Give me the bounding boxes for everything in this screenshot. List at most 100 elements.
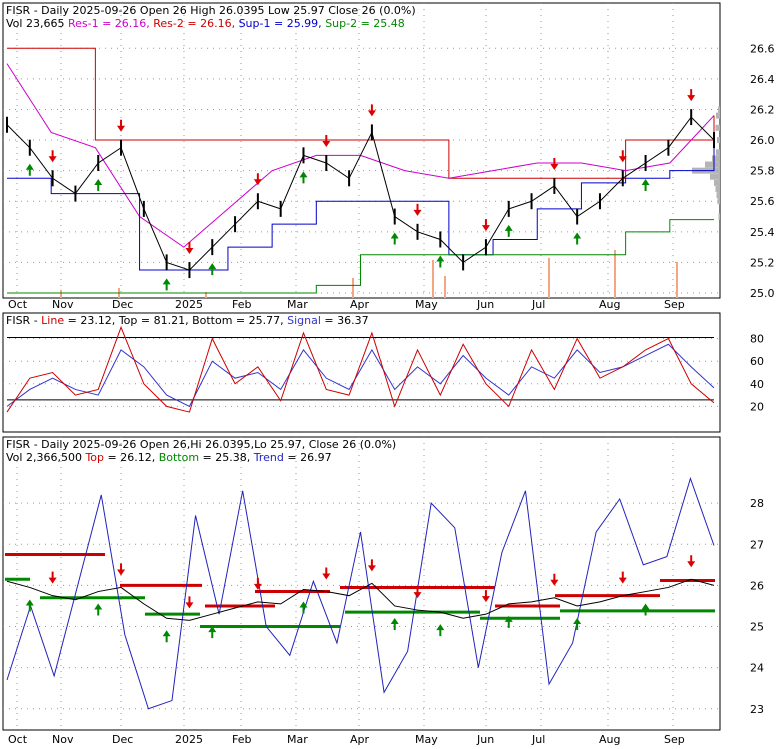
volume-bar [614,250,616,298]
price-panel-frame [2,2,721,299]
trend-header-segment: Top [84,451,104,464]
trend-header-segment: FISR - Daily 2025-09-26 Open 26,Hi 26.03… [6,438,396,451]
price-x-tick: Oct [8,298,28,311]
volume-profile-bar [717,137,720,144]
stoch-y-tick: 20 [750,400,764,413]
price-header-segment: FISR - Daily 2025-09-26 Open 26 High 26.… [6,4,416,17]
sell-arrow [322,135,331,147]
trend-x-tick: May [415,733,438,745]
trend-header-segment: = 25.38, [199,451,254,464]
trend-panel-frame [2,436,721,731]
trend-sell-arrow [48,571,57,584]
stoch-signal-line [6,343,715,408]
price-x-tick: Apr [350,298,370,311]
volume-bar [60,290,62,298]
trend-header-segment: Vol 2,366,500 [6,451,85,464]
trend-y-tick: 25 [750,621,764,634]
price-header-segment: Res-1 = 26.16, [68,17,153,30]
trend-header-segment: Bottom [159,451,199,464]
volume-profile-bar [718,106,720,113]
sell-arrow [618,150,627,163]
trend-x-tick: Jun [476,733,494,745]
trend-buy-arrow [390,617,399,630]
trend-x-tick: Dec [112,733,133,745]
close-price-line [6,116,715,271]
price-y-tick: 26.6 [750,42,775,55]
volume-bar [676,262,678,298]
trend-sell-arrow [322,567,331,580]
trend-buy-arrow [25,599,34,612]
volume-profile-bar [718,213,720,220]
trend-x-tick: Jul [531,733,545,745]
trend-y-tick: 26 [750,579,764,592]
trend-buy-arrow [504,615,513,628]
stoch-header-segment: = 25.77, [232,314,287,327]
volume-profile-bar [716,112,720,119]
trend-x-tick: Nov [52,733,74,745]
trend-x-tick: 2025 [175,733,203,745]
price-x-tick: Sep [664,298,685,311]
trend-header-line-2: Vol 2,366,500 Top = 26.12, Bottom = 25.3… [6,451,332,464]
price-header-line-1: FISR - Daily 2025-09-26 Open 26 High 26.… [6,4,416,17]
trend-header-line-1: FISR - Daily 2025-09-26 Open 26,Hi 26.03… [6,438,396,451]
sell-arrow [413,203,422,216]
price-y-tick: 25.4 [750,226,775,239]
trend-buy-arrow [94,603,103,616]
trend-sell-arrow [253,577,262,590]
trend-buy-arrow [299,601,308,614]
volume-profile-bar [715,186,720,192]
trend-y-tick: 27 [750,538,764,551]
price-y-tick: 25.0 [750,287,775,300]
stoch-header-segment: = 81.21, [137,314,192,327]
stoch-header-segment: FISR - [6,314,41,327]
price-x-tick: Aug [599,298,620,311]
price-x-tick: Jun [476,298,494,311]
volume-profile-bar [717,198,720,205]
volume-bar [432,260,434,298]
stoch-header-segment: Signal [287,314,321,327]
sell-arrow [185,242,194,255]
trend-buy-arrow [162,630,171,643]
buy-arrow [94,179,103,191]
price-header-segment: Sup-2 = 25.48 [325,17,405,30]
sell-arrow [550,157,559,170]
buy-arrow [162,278,171,291]
volume-bar [548,258,550,298]
trend-x-tick: Apr [350,733,370,745]
sell-arrow [481,219,490,232]
price-x-tick: Mar [287,298,308,311]
trend-sell-arrow [413,586,422,599]
buy-arrow [390,232,399,245]
price-x-tick: 2025 [175,298,203,311]
stoch-header-segment: Top [118,314,138,327]
stoch-y-tick: 80 [750,333,764,346]
volume-profile-bar [705,161,720,168]
price-header-line-2: Vol 23,665 Res-1 = 26.16, Res-2 = 26.16,… [6,17,405,30]
trend-buy-arrow [573,617,582,630]
trend-buy-arrow [208,626,217,639]
price-x-tick: Nov [52,298,74,311]
trend-x-tick: Oct [8,733,28,745]
res2-line [7,47,715,179]
price-x-tick: Feb [232,298,251,311]
buy-arrow [25,163,34,176]
volume-profile-bar [712,155,720,162]
trend-sell-arrow [687,555,696,568]
buy-arrow [299,171,308,184]
trend-sell-arrow [481,590,490,603]
trend-y-tick: 24 [750,662,764,675]
trend-sell-arrow [185,596,194,609]
stoch-header-segment: Line [41,314,64,327]
trend-x-tick: Feb [232,733,251,745]
trend-close-line [6,578,715,621]
buy-arrow [641,179,650,191]
trend-line [6,476,715,710]
volume-profile-bar [716,149,720,156]
price-header-segment: Res-2 = 26.16, [153,17,238,30]
sell-arrow [117,119,126,132]
trend-header-segment: Trend [253,451,284,464]
sup2-line [7,219,714,294]
buy-arrow [504,224,513,237]
stoch-header-segment: = 36.37 [321,314,369,327]
trend-sell-arrow [550,573,559,586]
